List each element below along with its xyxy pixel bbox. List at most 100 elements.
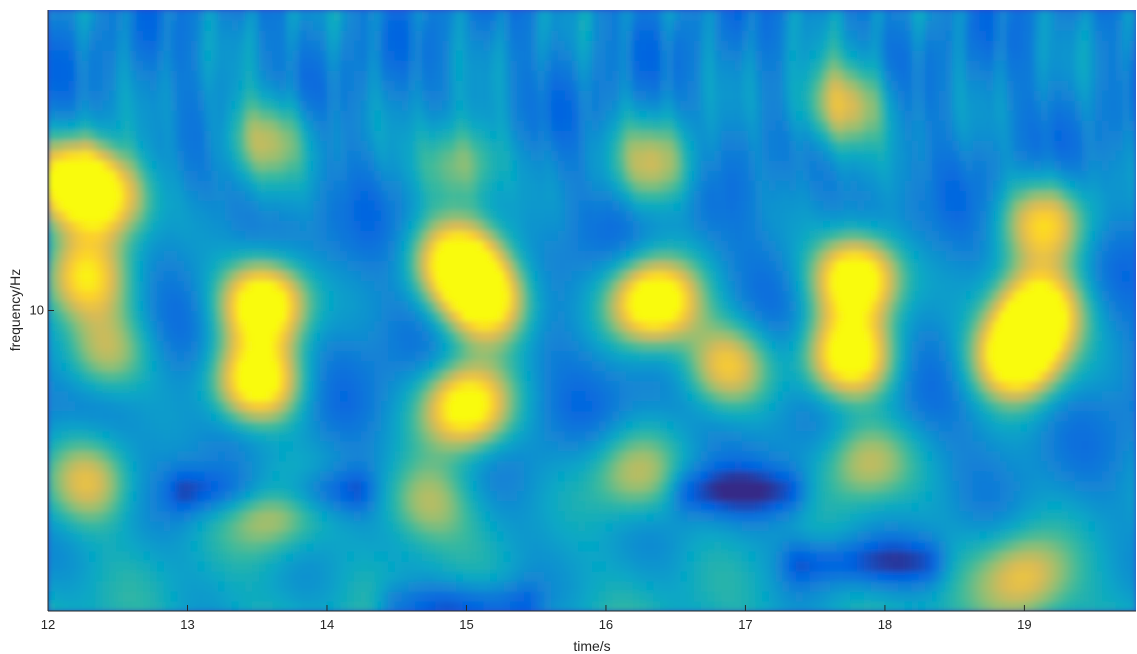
heatmap-cell — [68, 370, 76, 382]
heatmap-cell — [340, 340, 348, 352]
heatmap-cell — [1000, 540, 1008, 552]
heatmap-cell — [585, 370, 593, 382]
heatmap-cell — [347, 370, 355, 382]
heatmap-cell — [809, 520, 817, 532]
heatmap-cell — [945, 510, 953, 522]
heatmap-cell — [836, 370, 845, 382]
heatmap-cell — [830, 590, 838, 602]
heatmap-cell — [925, 530, 933, 542]
heatmap-cell — [911, 460, 919, 472]
heatmap-cell — [401, 450, 409, 462]
heatmap-cell — [258, 320, 267, 332]
heatmap-cell — [612, 380, 620, 392]
heatmap-cell — [687, 420, 695, 432]
heatmap-cell — [986, 510, 994, 522]
heatmap-cell — [462, 500, 471, 512]
heatmap-cell — [823, 510, 831, 522]
heatmap-cell — [1013, 420, 1021, 432]
heatmap-cell — [503, 430, 511, 442]
heatmap-cell — [762, 350, 770, 362]
heatmap-cell — [1006, 450, 1015, 462]
heatmap-cell — [768, 430, 777, 442]
heatmap-cell — [619, 400, 627, 412]
heatmap-cell — [374, 520, 382, 532]
heatmap-cell — [272, 360, 280, 372]
heatmap-cell — [156, 450, 165, 462]
heatmap-cell — [272, 530, 280, 542]
heatmap-cell — [231, 300, 239, 312]
heatmap-cell — [816, 590, 824, 602]
heatmap-cell — [1074, 390, 1083, 402]
heatmap-cell — [218, 370, 226, 382]
heatmap-cell — [1088, 320, 1096, 332]
heatmap-cell — [857, 400, 865, 412]
heatmap-cell — [1034, 480, 1042, 492]
heatmap-cell — [265, 420, 273, 432]
heatmap-cell — [184, 310, 192, 322]
heatmap-cell — [870, 310, 879, 322]
heatmap-cell — [1000, 570, 1008, 582]
heatmap-cell — [666, 550, 675, 562]
heatmap-cell — [558, 420, 566, 432]
heatmap-cell — [857, 590, 865, 602]
heatmap-cell — [823, 420, 831, 432]
heatmap-cell — [694, 500, 702, 512]
heatmap-cell — [1061, 600, 1069, 611]
heatmap-cell — [1102, 490, 1110, 502]
heatmap-cell — [1054, 430, 1062, 442]
heatmap-cell — [551, 570, 559, 582]
heatmap-cell — [245, 420, 253, 432]
heatmap-cell — [476, 450, 484, 462]
heatmap-cell — [768, 380, 777, 392]
heatmap-cell — [524, 570, 532, 582]
heatmap-cell — [1102, 600, 1110, 611]
heatmap-cell — [782, 500, 790, 512]
heatmap-cell — [700, 430, 709, 442]
heatmap-cell — [258, 400, 267, 412]
heatmap-cell — [116, 470, 124, 482]
heatmap-cell — [932, 500, 940, 512]
heatmap-cell — [755, 570, 763, 582]
heatmap-cell — [694, 440, 702, 452]
heatmap-cell — [891, 330, 899, 342]
heatmap-cell — [1034, 370, 1042, 382]
heatmap-cell — [864, 470, 872, 482]
heatmap-cell — [639, 560, 647, 572]
heatmap-cell — [170, 470, 178, 482]
heatmap-cell — [789, 450, 797, 462]
heatmap-cell — [612, 400, 620, 412]
heatmap-cell — [836, 450, 845, 462]
heatmap-cell — [258, 500, 267, 512]
heatmap-cell — [75, 300, 83, 312]
heatmap-cell — [1027, 510, 1035, 522]
heatmap-cell — [911, 370, 919, 382]
heatmap-cell — [510, 570, 518, 582]
heatmap-cell — [1054, 300, 1062, 312]
heatmap-cell — [741, 300, 749, 312]
heatmap-cell — [54, 470, 63, 482]
heatmap-cell — [428, 370, 437, 382]
heatmap-cell — [231, 600, 239, 611]
heatmap-cell — [952, 550, 960, 562]
heatmap-cell — [136, 540, 144, 552]
heatmap-cell — [1095, 390, 1103, 402]
heatmap-cell — [1068, 480, 1076, 492]
heatmap-cell — [687, 310, 695, 322]
heatmap-cell — [857, 560, 865, 572]
heatmap-cell — [48, 330, 56, 342]
heatmap-cell — [394, 510, 403, 522]
heatmap-cell — [1095, 450, 1103, 462]
heatmap-cell — [619, 590, 627, 602]
heatmap-cell — [333, 580, 341, 592]
heatmap-cell — [102, 440, 110, 452]
heatmap-cell — [279, 490, 287, 502]
heatmap-cell — [517, 310, 525, 322]
heatmap-cell — [394, 570, 403, 582]
heatmap-cell — [891, 400, 899, 412]
heatmap-cell — [938, 550, 947, 562]
heatmap-cell — [211, 590, 219, 602]
heatmap-cell — [864, 380, 872, 392]
heatmap-cell — [748, 390, 756, 402]
heatmap-cell — [170, 430, 178, 442]
heatmap-cell — [666, 340, 675, 352]
